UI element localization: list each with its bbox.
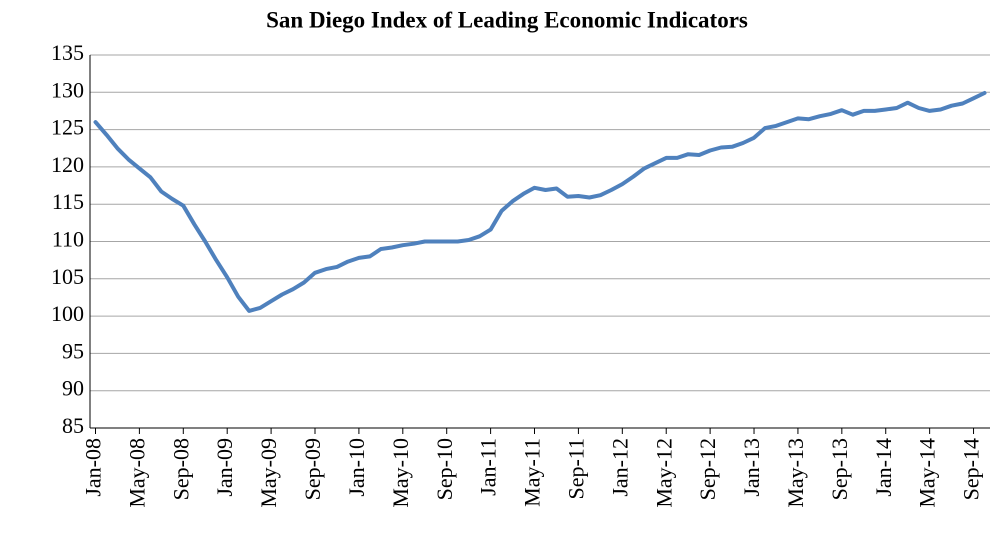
x-tick-label: Sep-10 <box>432 438 457 500</box>
x-tick-label: Sep-08 <box>168 438 193 500</box>
x-tick-label: Jan-14 <box>871 438 896 497</box>
x-tick-label: Jan-10 <box>344 438 369 497</box>
y-tick-label: 90 <box>62 376 84 401</box>
x-tick-label: Sep-11 <box>563 438 588 500</box>
y-tick-label: 85 <box>62 413 84 438</box>
y-tick-label: 110 <box>52 227 84 252</box>
y-tick-label: 125 <box>51 115 84 140</box>
y-tick-label: 115 <box>52 189 84 214</box>
x-tick-label: May-10 <box>388 438 413 508</box>
chart-title: San Diego Index of Leading Economic Indi… <box>266 7 748 32</box>
x-tick-label: Jan-13 <box>739 438 764 497</box>
x-tick-label: Sep-12 <box>695 438 720 500</box>
x-tick-label: Jan-08 <box>81 438 106 497</box>
x-tick-label: Sep-14 <box>959 438 984 500</box>
data-line <box>93 91 987 313</box>
x-tick-label: Jan-12 <box>607 438 632 497</box>
y-tick-label: 135 <box>51 40 84 65</box>
y-tick-label: 105 <box>51 264 84 289</box>
x-tick-label: Jan-09 <box>212 438 237 497</box>
x-tick-label: Jan-11 <box>476 438 501 496</box>
x-tick-label: May-09 <box>256 438 281 508</box>
x-tick-label: Sep-09 <box>300 438 325 500</box>
x-tick-label: Sep-13 <box>827 438 852 500</box>
y-tick-label: 130 <box>51 77 84 102</box>
y-tick-label: 95 <box>62 338 84 363</box>
x-tick-label: May-08 <box>124 438 149 508</box>
x-tick-label: May-11 <box>520 438 545 507</box>
x-tick-label: May-14 <box>915 438 940 508</box>
x-tick-label: May-13 <box>783 438 808 508</box>
y-tick-label: 100 <box>51 301 84 326</box>
y-tick-label: 120 <box>51 152 84 177</box>
x-tick-label: May-12 <box>651 438 676 508</box>
